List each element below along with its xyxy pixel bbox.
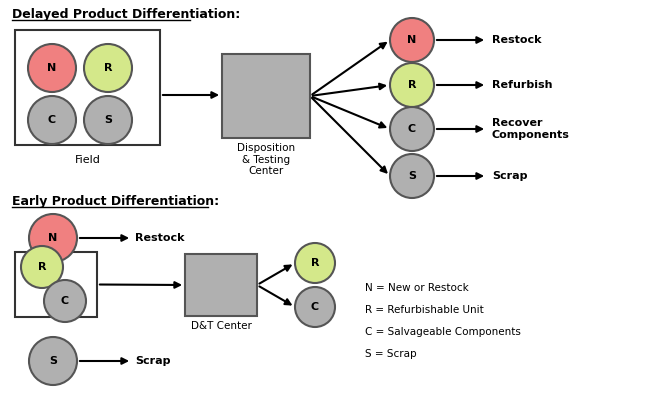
Text: Early Product Differentiation:: Early Product Differentiation: [12, 195, 219, 208]
Bar [15, 252, 97, 317]
Text: S = Scrap: S = Scrap [365, 349, 417, 359]
Text: S: S [104, 115, 112, 125]
Circle shape [21, 246, 63, 288]
Text: R: R [408, 80, 417, 90]
Text: N = New or Restock: N = New or Restock [365, 283, 469, 293]
Text: Refurbish: Refurbish [492, 80, 552, 90]
Text: C: C [311, 302, 319, 312]
Text: D&T Center: D&T Center [190, 321, 251, 331]
Text: S: S [408, 171, 416, 181]
Text: N: N [47, 63, 56, 73]
Text: Restock: Restock [492, 35, 541, 45]
Text: C = Salvageable Components: C = Salvageable Components [365, 327, 521, 337]
Text: Field: Field [75, 155, 100, 165]
Text: R: R [311, 258, 319, 268]
Circle shape [28, 44, 76, 92]
Circle shape [390, 107, 434, 151]
Text: S: S [49, 356, 57, 366]
Bar [15, 30, 160, 145]
Circle shape [295, 287, 335, 327]
Text: Disposition
& Testing
Center: Disposition & Testing Center [237, 143, 295, 176]
Text: R: R [104, 63, 112, 73]
Text: R: R [38, 262, 47, 272]
Text: C: C [61, 296, 69, 306]
Circle shape [84, 96, 132, 144]
Text: Scrap: Scrap [492, 171, 527, 181]
Text: N: N [49, 233, 58, 243]
Circle shape [29, 337, 77, 385]
Text: Recover
Components: Recover Components [492, 118, 570, 140]
Circle shape [84, 44, 132, 92]
Text: C: C [408, 124, 416, 134]
Circle shape [29, 214, 77, 262]
Text: Delayed Product Differentiation:: Delayed Product Differentiation: [12, 8, 240, 21]
Text: N: N [407, 35, 417, 45]
Bar [222, 54, 310, 138]
Circle shape [390, 18, 434, 62]
Text: Restock: Restock [135, 233, 184, 243]
Circle shape [390, 63, 434, 107]
Circle shape [44, 280, 86, 322]
Text: Scrap: Scrap [135, 356, 171, 366]
Text: R = Refurbishable Unit: R = Refurbishable Unit [365, 305, 483, 315]
Circle shape [390, 154, 434, 198]
Text: C: C [48, 115, 56, 125]
Bar [185, 254, 257, 316]
Circle shape [28, 96, 76, 144]
Circle shape [295, 243, 335, 283]
